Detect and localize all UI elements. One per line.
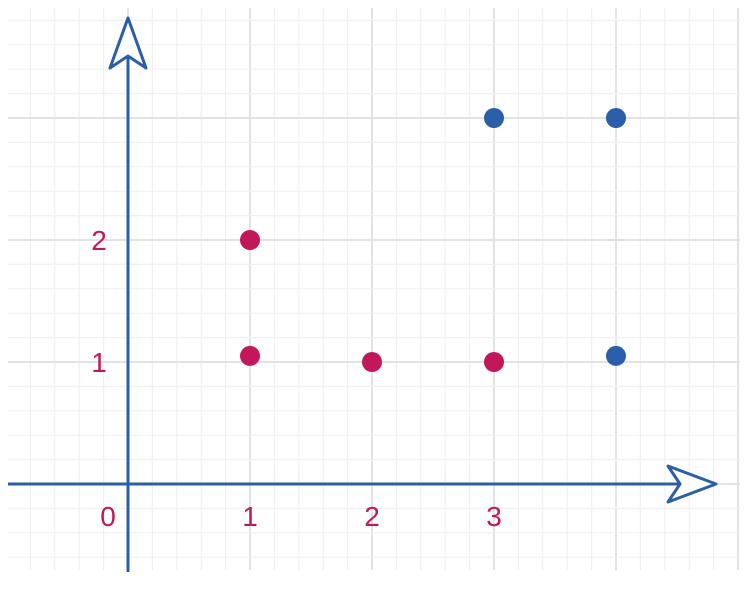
magenta-data-point xyxy=(240,230,260,250)
data-points xyxy=(240,108,626,372)
origin-label: 0 xyxy=(100,501,116,532)
blue-data-point xyxy=(606,345,626,366)
y-axis-arrow-icon xyxy=(108,16,148,70)
x-tick-label: 3 xyxy=(486,501,502,532)
magenta-data-point xyxy=(240,345,260,366)
grid xyxy=(8,8,740,570)
x-axis-arrow-icon xyxy=(666,464,718,504)
y-tick-label: 2 xyxy=(91,225,107,256)
x-tick-label: 1 xyxy=(242,501,258,532)
x-tick-label: 2 xyxy=(364,501,380,532)
magenta-data-point xyxy=(484,352,504,372)
blue-data-point xyxy=(606,108,626,128)
tick-labels: 0 1 2 3 1 2 xyxy=(91,225,502,532)
axes xyxy=(8,16,718,572)
magenta-data-point xyxy=(362,352,382,372)
y-tick-label: 1 xyxy=(91,347,107,378)
blue-data-point xyxy=(484,108,504,128)
